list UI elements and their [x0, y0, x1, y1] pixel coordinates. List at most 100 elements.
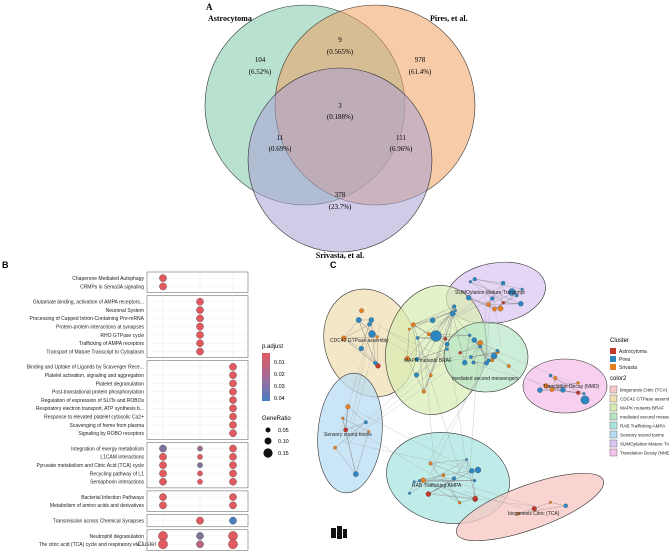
network-node	[576, 390, 581, 395]
network-node	[560, 387, 566, 393]
network-edge	[459, 342, 481, 353]
network-node	[373, 360, 378, 366]
dotplot-dot	[197, 454, 203, 460]
legend-cluster: Cluster Astrocytoma Pires Srivasta	[610, 338, 647, 371]
dotplot-term-label: Bacterial Infection Pathways	[81, 495, 144, 501]
network-node	[420, 477, 426, 483]
network-node	[531, 506, 537, 512]
network-node	[478, 344, 482, 349]
network-edge	[419, 480, 476, 499]
network-node	[501, 301, 505, 305]
cluster-ellipse-biogenesis	[456, 472, 604, 542]
network-edge	[470, 281, 521, 304]
dotplot-term-label: Post-translational protein phosphorylati…	[52, 390, 144, 396]
network-node	[576, 381, 580, 385]
network-edge	[358, 319, 376, 364]
network-node	[430, 330, 442, 342]
dotplot-term-label: Neuronal System	[106, 308, 144, 314]
size-scale-icon	[331, 526, 347, 539]
venn-count-astro-pires: 9	[338, 36, 342, 44]
network-node	[490, 352, 498, 360]
venn-pct-astro-sriv: (0.69%)	[269, 145, 292, 153]
network-node	[458, 351, 462, 355]
network-edge	[407, 329, 410, 359]
network-edge	[355, 431, 369, 475]
legend-color2-label: Sensory sound toxins	[620, 433, 665, 438]
dotplot-dot	[196, 339, 204, 347]
legend-cluster-swatch	[610, 364, 616, 370]
dotplot-term-label: Integration of energy metabolism	[71, 446, 144, 452]
legend-color2-label: CDC42 GTPase assembly	[620, 397, 669, 402]
legend-padj: p.adjust 0.01 0.02 0.03 0.04	[262, 344, 285, 402]
panel-b: B Chaperone Mediated Autophagy CRMPs in S…	[2, 260, 291, 551]
legend-cluster-swatch	[610, 356, 616, 362]
network-node	[426, 332, 431, 337]
network-edge	[474, 278, 523, 290]
network-node	[465, 458, 469, 461]
network-node	[468, 280, 472, 284]
dotplot-dot	[229, 516, 237, 525]
dotplot-term-label: The citric acid (TCA) cycle and respirat…	[39, 542, 144, 548]
network-node	[425, 491, 432, 497]
network-node	[490, 296, 495, 301]
network-edge	[354, 369, 449, 438]
network-node	[414, 372, 420, 378]
dotplot-term-label: Transport of Mature Transcript to Cytopl…	[46, 349, 144, 355]
dotplot-term-label: L1CAM interactions	[100, 455, 144, 461]
dotplot-dot	[159, 461, 167, 469]
cluster-label-translation-decay: Translation Decay (NMD)	[543, 384, 600, 390]
dotplot-dot	[159, 274, 167, 282]
network-edge	[470, 281, 493, 299]
venn-pct-sriv-only: (23.7%)	[329, 203, 352, 211]
network-node	[443, 337, 448, 341]
network-node	[469, 468, 475, 474]
network-node	[358, 345, 364, 352]
dotplot-dot	[229, 429, 237, 437]
dotplot-dot	[159, 477, 167, 486]
dotplot-term-label: Recycling pathway of L1	[90, 471, 144, 477]
network-edges	[334, 278, 585, 514]
network-edge	[433, 493, 536, 507]
legend-generatio-dot-large	[263, 448, 273, 458]
network-node	[341, 416, 345, 420]
dotplot-dot	[229, 363, 237, 371]
network-edge	[385, 329, 450, 361]
network-node	[412, 480, 416, 484]
network-node	[375, 363, 381, 369]
legend-generatio-title: GeneRatio	[262, 416, 291, 422]
dotplot-term-label: Response to elevated platelet cytosolic …	[44, 414, 144, 420]
network-edge	[453, 459, 467, 479]
dotplot-term-label: Pyruvate metabolism and Citric Acid (TCA…	[36, 463, 144, 469]
legend-color2-swatch	[609, 421, 618, 430]
dotplot-term-label: Respiratory electron transport, ATP synt…	[36, 406, 144, 412]
network-edge	[423, 480, 460, 503]
network-edge	[550, 502, 566, 507]
network-edge	[417, 337, 425, 392]
dotplot-dot	[158, 539, 168, 550]
dotplot-dot	[196, 306, 204, 314]
network-edge	[486, 291, 491, 359]
network-edge	[468, 297, 495, 310]
network-node	[563, 503, 568, 508]
network-node	[343, 427, 349, 433]
network-node	[457, 501, 462, 505]
network-edge	[345, 406, 349, 430]
cluster-label-sensory: Sensory sound toxins	[324, 432, 372, 438]
dotplot-term-label: Metabolism of amino acids and derivative…	[50, 503, 145, 509]
network-edge	[423, 310, 456, 392]
network-edge	[474, 278, 504, 284]
dotplot-dot	[196, 331, 204, 339]
venn-pct-astro-pires: (0.565%)	[327, 48, 354, 56]
network-edge	[343, 338, 362, 349]
dotplot-term-label: Trafficking of AMPA receptors	[79, 341, 145, 347]
legend-color2-title: color2	[610, 376, 627, 382]
network-edge	[358, 411, 468, 470]
network-edge	[342, 418, 357, 475]
network-node	[444, 341, 450, 347]
network-edge	[348, 321, 382, 441]
dotplot-dot	[159, 501, 167, 510]
network-node	[341, 335, 347, 341]
dotplot-term-label: Scavenging of heme from plasma	[70, 423, 145, 429]
dotplot-dot	[196, 540, 204, 549]
